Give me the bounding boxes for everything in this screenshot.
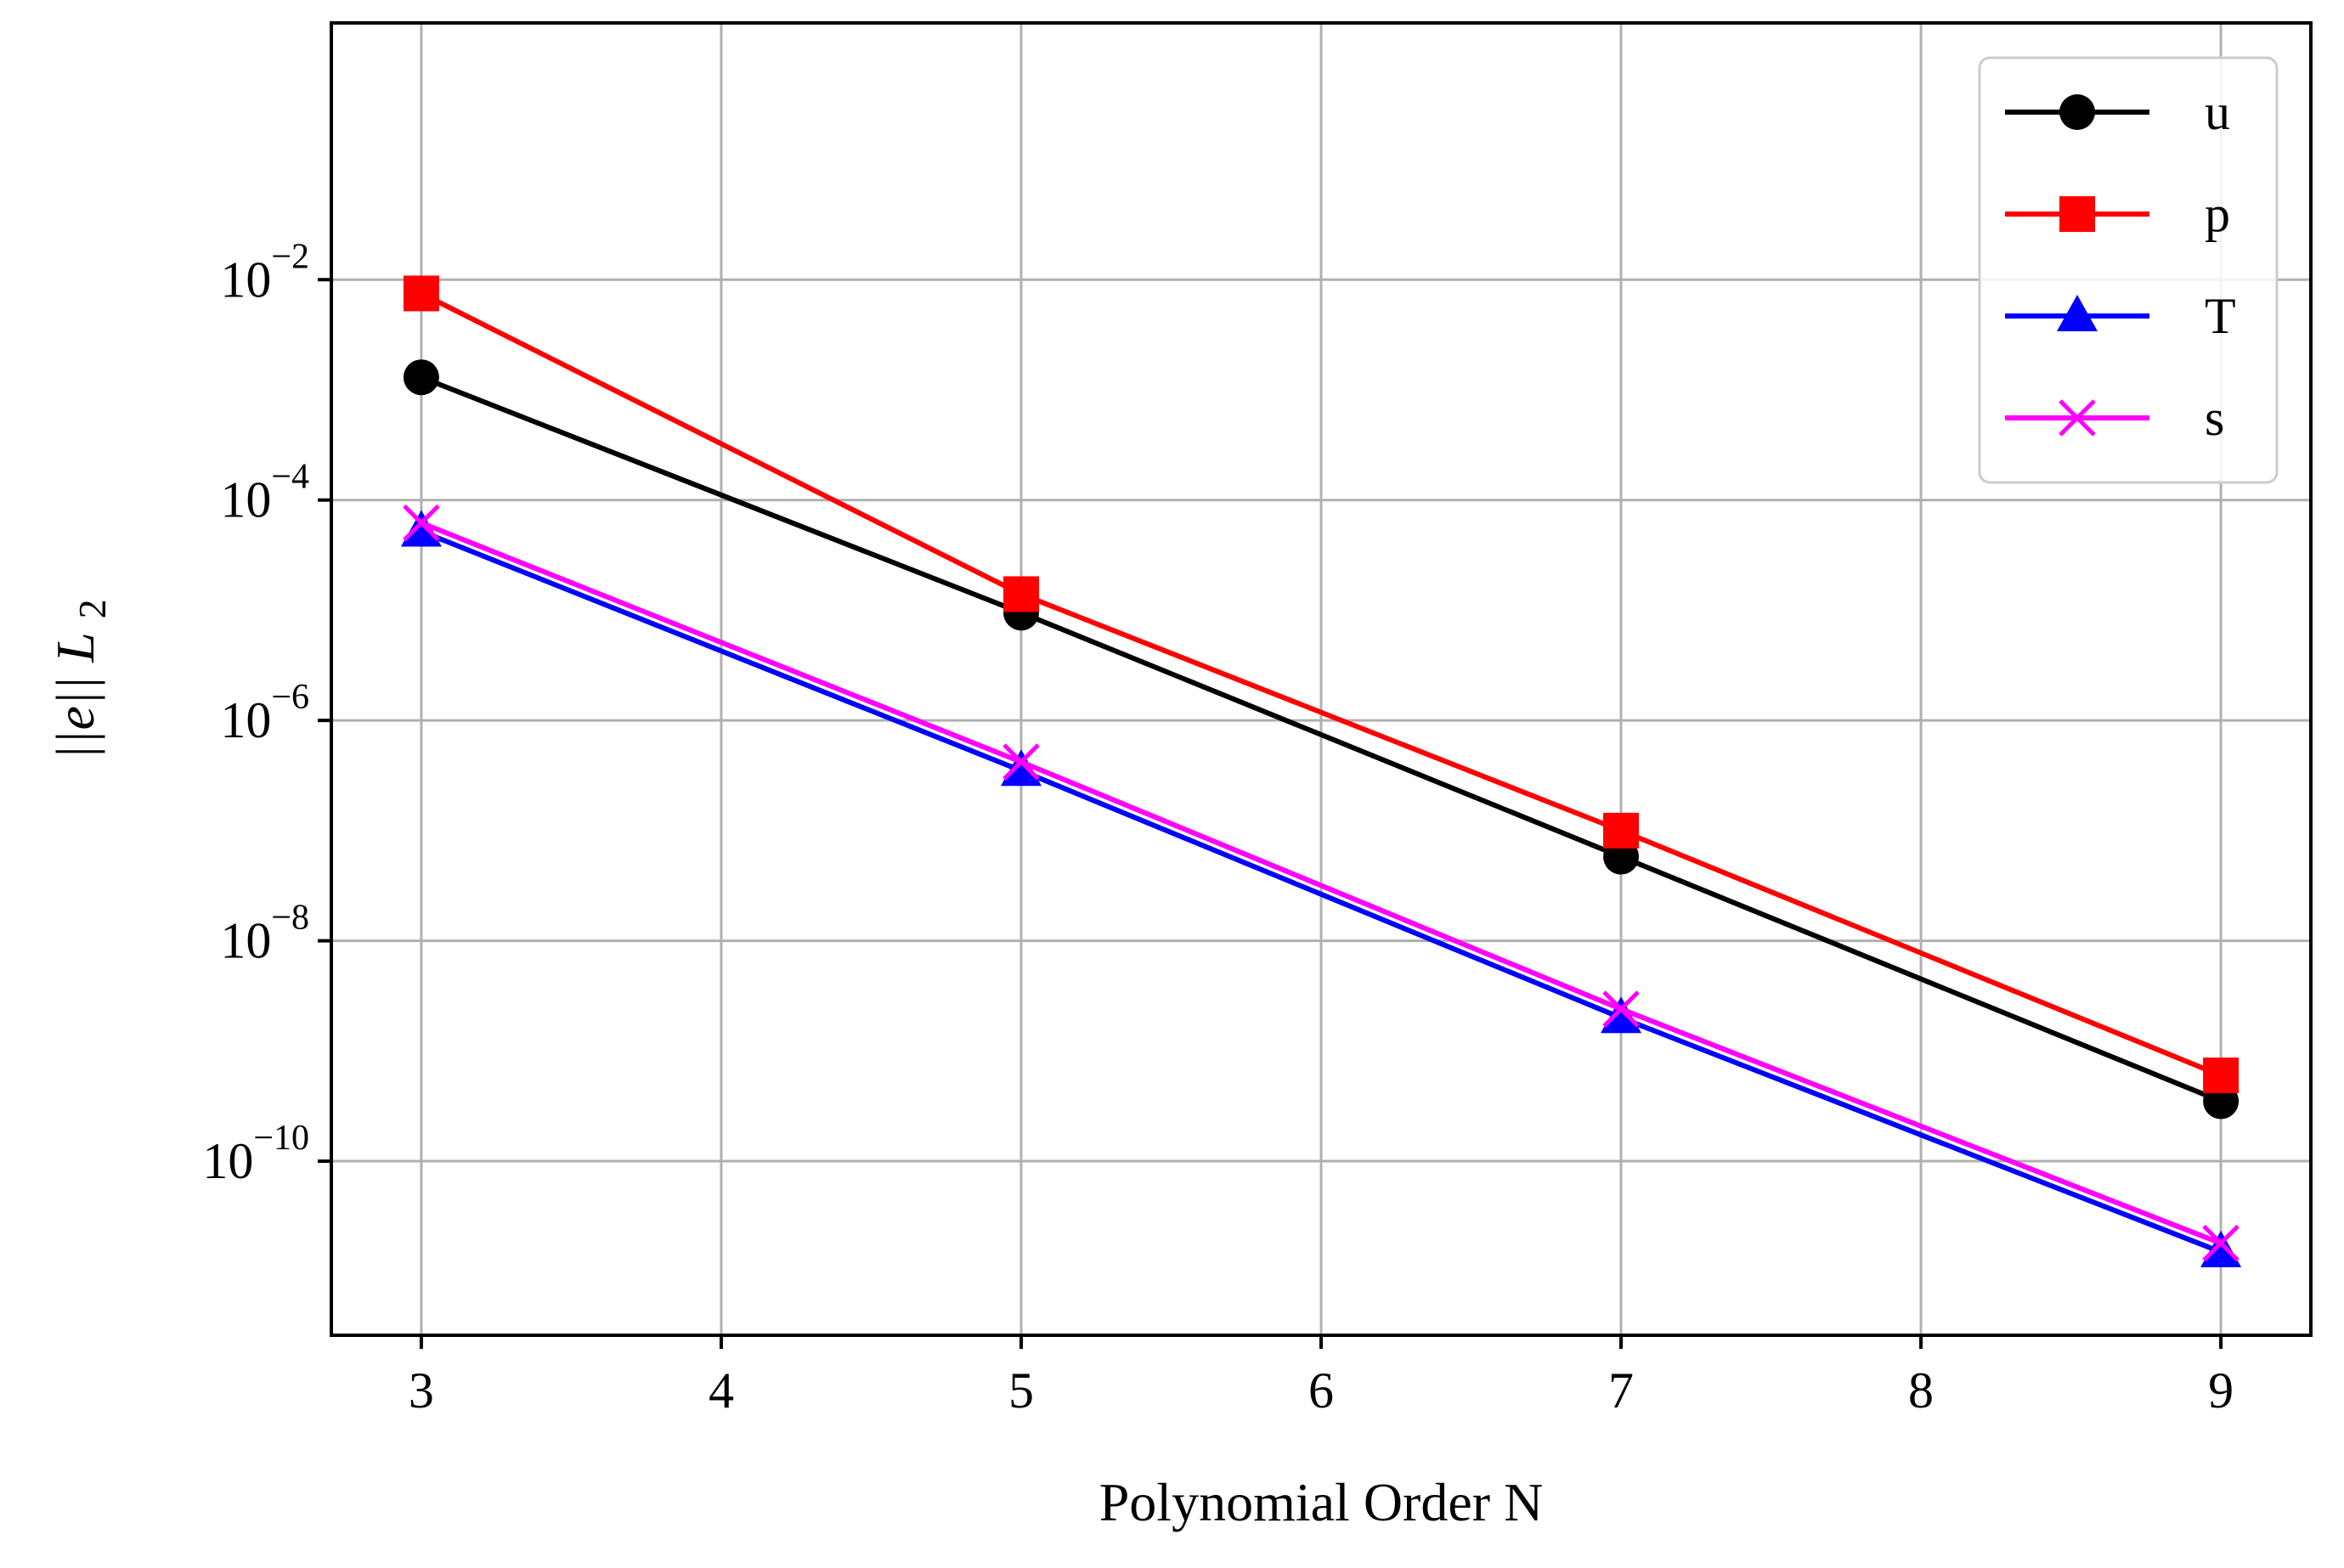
legend-marker bbox=[2059, 399, 2096, 437]
y-axis-label-base: ||e|| bbox=[45, 676, 105, 760]
y-tick-label: 10−10 bbox=[202, 1119, 309, 1189]
legend-label: u bbox=[2205, 84, 2230, 140]
series-line-s bbox=[420, 520, 2223, 1246]
legend-marker bbox=[2059, 196, 2095, 232]
data-point-u bbox=[403, 359, 439, 396]
data-point-T bbox=[400, 510, 442, 547]
legend-entry-u: u bbox=[2005, 84, 2230, 140]
legend-entry-s: s bbox=[2005, 390, 2224, 446]
legend-box bbox=[1978, 56, 2279, 484]
x-tick-label: 3 bbox=[409, 1362, 434, 1419]
series-u bbox=[403, 359, 2240, 1120]
series-line-p bbox=[420, 290, 2223, 1078]
series-line-T bbox=[420, 528, 2223, 1255]
data-point-T bbox=[1000, 749, 1042, 787]
y-tick-label: 10−8 bbox=[220, 899, 309, 969]
data-point-s bbox=[403, 504, 440, 542]
y-tick-label: 10−2 bbox=[220, 237, 309, 307]
legend-marker bbox=[2059, 94, 2095, 130]
x-tick-label: 9 bbox=[2208, 1362, 2234, 1419]
data-point-p bbox=[1603, 812, 1640, 849]
data-point-s bbox=[1003, 743, 1040, 781]
series-line-u bbox=[420, 375, 2223, 1104]
data-point-p bbox=[2203, 1058, 2240, 1094]
y-axis-label-sub: L bbox=[45, 632, 105, 663]
series-T bbox=[400, 510, 2242, 1267]
data-point-T bbox=[2200, 1230, 2242, 1267]
series-s bbox=[403, 504, 2240, 1262]
x-tick-label: 7 bbox=[1608, 1362, 1634, 1419]
data-point-p bbox=[1003, 576, 1039, 612]
legend-label: s bbox=[2205, 390, 2224, 446]
y-axis-label-subsub: 2 bbox=[71, 599, 114, 618]
legend-entry-p: p bbox=[2005, 186, 2230, 242]
series-p bbox=[403, 275, 2240, 1094]
legend-entry-T: T bbox=[2005, 288, 2236, 344]
grid bbox=[331, 23, 2311, 1335]
data-point-s bbox=[1602, 990, 1640, 1028]
x-tick-label: 8 bbox=[1908, 1362, 1934, 1419]
data-point-T bbox=[1601, 996, 1642, 1034]
legend-marker bbox=[2057, 295, 2098, 331]
y-tick-label: 10−6 bbox=[220, 678, 309, 748]
y-axis-label: ||e|| L 2 bbox=[45, 599, 114, 759]
x-tick-label: 4 bbox=[709, 1362, 734, 1419]
x-tick-label: 5 bbox=[1008, 1362, 1034, 1419]
legend-label: T bbox=[2205, 288, 2236, 344]
data-point-s bbox=[2202, 1224, 2240, 1262]
x-axis-label: Polynomial Order N bbox=[1099, 1472, 1544, 1532]
legend-label: p bbox=[2205, 186, 2230, 242]
data-point-p bbox=[403, 275, 439, 312]
axis-ticks: 3 4 5 6 7 8 9 10−2 10−4 10−6 10−8 10−10 bbox=[202, 237, 2234, 1419]
plot-series bbox=[400, 275, 2242, 1267]
y-tick-label: 10−4 bbox=[220, 458, 309, 528]
x-tick-label: 6 bbox=[1308, 1362, 1334, 1419]
